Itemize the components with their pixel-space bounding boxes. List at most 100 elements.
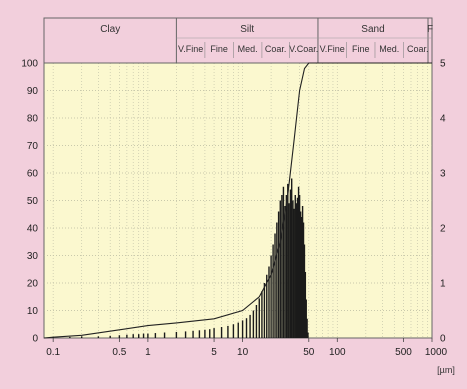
bar [294, 195, 296, 338]
bar [261, 291, 263, 338]
x-unit-label: [µm] [437, 365, 455, 375]
y-right-tick-label: 0 [440, 334, 446, 345]
bar [266, 274, 268, 338]
bar [289, 189, 292, 338]
bar [292, 200, 294, 338]
x-tick-label: 0.5 [112, 347, 126, 358]
bar [296, 197, 299, 338]
bar [293, 208, 295, 338]
band-label: Clay [100, 24, 120, 35]
bar [255, 305, 258, 338]
y-left-tick-label: 50 [27, 196, 39, 207]
y-left-tick-label: 60 [27, 169, 39, 180]
y-left-tick-label: 90 [27, 86, 39, 97]
x-tick-label: 1 [145, 347, 151, 358]
bar-series [52, 178, 309, 338]
bar [252, 310, 255, 338]
bar [277, 211, 280, 338]
bar [147, 333, 149, 338]
x-tick-label: 50 [303, 347, 315, 358]
bar [132, 334, 134, 338]
y-left-tick-label: 70 [27, 141, 39, 152]
bar [245, 318, 248, 338]
bar [295, 203, 298, 338]
x-tick-label: 5 [211, 347, 217, 358]
bar [298, 195, 301, 338]
bar [109, 335, 111, 338]
band-label: Silt [240, 24, 254, 35]
y-left-tick-label: 0 [32, 334, 38, 345]
bar [118, 335, 121, 338]
x-tick-label: 0.1 [46, 347, 60, 358]
bar [302, 222, 305, 338]
sand-sub-label: Med. [379, 44, 399, 54]
bar [304, 272, 307, 338]
bar [284, 206, 286, 338]
bar [154, 333, 157, 338]
y-left-tick-label: 80 [27, 114, 39, 125]
bar [270, 255, 272, 338]
bar [249, 314, 251, 338]
sand-sub-label: Fine [352, 44, 370, 54]
silt-sub-label: V.Fine [178, 44, 203, 54]
bar [297, 186, 300, 338]
y-right-tick-label: 2 [440, 224, 446, 235]
sand-sub-label: Coar. [407, 44, 429, 54]
bar [306, 318, 308, 338]
bar [279, 200, 281, 338]
bar [138, 334, 140, 338]
silt-sub-label: Med. [238, 44, 258, 54]
x-tick-label: 100 [329, 347, 346, 358]
bar [163, 332, 166, 338]
bar [303, 244, 306, 338]
bar [268, 266, 270, 338]
bar [198, 330, 201, 338]
bar [220, 327, 223, 338]
bar [300, 217, 303, 338]
band-label: Sand [361, 24, 384, 35]
band-label: F [427, 24, 433, 35]
y-left-tick-label: 100 [21, 59, 38, 70]
header-bands: Clay Silt Sand FV.Fine Fine Med. Coar. V.Coar. V… [43, 17, 433, 64]
bar [213, 328, 215, 338]
bar [237, 322, 239, 338]
bar [299, 211, 302, 338]
bar [305, 299, 307, 338]
x-tick-label: 10 [237, 347, 249, 358]
bar [69, 336, 71, 338]
x-tick-label: 500 [395, 347, 412, 358]
y-right-tick-label: 5 [440, 59, 446, 70]
bar [204, 329, 206, 338]
header-frame [43, 17, 433, 64]
y-right-tick-label: 4 [440, 114, 446, 125]
bar [209, 329, 211, 338]
silt-sub-label: V.Coar. [289, 44, 318, 54]
bar [287, 184, 289, 338]
bar [307, 332, 309, 338]
bar [142, 333, 145, 338]
y-left-tick-label: 40 [27, 224, 39, 235]
sand-sub-label: V.Fine [320, 44, 345, 54]
y-right-tick-label: 1 [440, 279, 446, 290]
cumulative-line [43, 62, 432, 339]
x-tick-label: 1000 [425, 347, 448, 358]
y-left-tick-label: 10 [27, 306, 39, 317]
bar [97, 336, 100, 338]
bar [241, 320, 244, 338]
bar [276, 222, 278, 338]
y-left-tick-label: 30 [27, 251, 39, 262]
bar [282, 186, 285, 338]
bar [285, 195, 288, 338]
grid [44, 63, 432, 338]
bar [227, 325, 229, 338]
bar [274, 233, 276, 338]
bar [175, 331, 178, 338]
bar [263, 283, 266, 338]
bar [288, 203, 290, 338]
bar [281, 195, 283, 338]
bar [80, 336, 83, 338]
bar [192, 330, 194, 338]
